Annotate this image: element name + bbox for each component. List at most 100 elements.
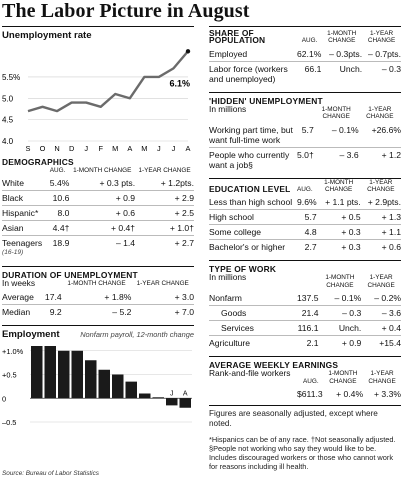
x-tick-label: J <box>157 144 161 153</box>
work-sub: In millions <box>209 272 247 283</box>
bar <box>179 398 191 408</box>
bar <box>98 369 110 399</box>
table-row: Black 10.6 + 0.9 + 2.9 <box>2 190 194 207</box>
bar <box>112 374 124 399</box>
source-note: Source: Bureau of Labor Statistics <box>2 470 99 477</box>
col-aug: AUG. <box>297 177 317 196</box>
table-row: Less than high school 9.6% + 1.1 pts. + … <box>209 195 401 211</box>
table-row: Labor force (workers and unemployed) 66.… <box>209 61 401 86</box>
cell-1-month: – 3.6 <box>339 149 359 160</box>
row-label: Bachelor's or higher <box>209 242 286 253</box>
cell-1-year: + 2.9pts. <box>360 195 401 211</box>
row-label: Average <box>2 289 42 305</box>
cell-1-year: +15.4 <box>379 338 401 349</box>
earnings-table: Rank-and-file workers AUG. 1-MONTH CHANG… <box>209 368 401 401</box>
cell-aug: 4.4† <box>47 220 70 237</box>
bar <box>71 350 83 399</box>
duration-heading: DURATION OF UNEMPLOYMENT <box>2 266 194 280</box>
x-tick-label: M <box>142 402 148 409</box>
x-tick-label: A <box>186 144 191 153</box>
cell-1-month: – 0.1% <box>313 122 359 148</box>
row-label: Services <box>209 320 297 337</box>
bar <box>139 393 151 399</box>
work-heading: TYPE OF WORK <box>209 260 401 274</box>
col-1-month: 1-MONTH CHANGE <box>67 280 126 288</box>
table-row: Hispanic* 8.0 + 0.6 + 2.5 <box>2 205 194 222</box>
cell-aug: 116.1 <box>297 320 319 337</box>
cell-aug: 137.5 <box>297 291 319 307</box>
table-row: Average 17.4 + 1.8% + 3.0 <box>2 289 194 305</box>
table-row: Employed 62.1% – 0.3pts. – 0.7pts. <box>209 46 401 62</box>
cell-aug: 5.7 <box>297 122 314 148</box>
table-row: Nonfarm 137.5 – 0.1% – 0.2% <box>209 291 401 307</box>
footnotes: Figures are seasonally adjusted, except … <box>209 405 401 471</box>
x-tick-label: D <box>69 144 74 153</box>
cell-1-year: + 1.3 <box>360 209 401 226</box>
table-row: Asian 4.4† + 0.4† + 1.0† <box>2 220 194 237</box>
col-1-month: 1-MONTH CHANGE <box>316 177 361 196</box>
row-label-text: Teenagers <box>2 238 43 249</box>
x-tick-label: S <box>34 402 39 409</box>
cell-1-month: + 0.3 <box>341 242 361 253</box>
row-label: Hispanic* <box>2 205 48 222</box>
data-point <box>185 49 191 54</box>
table-row: Agriculture 2.1 + 0.9 +15.4 <box>209 336 401 351</box>
work-table: In millions 1-MONTH CHANGE 1-YEAR CHANGE… <box>209 272 401 351</box>
table-row: Goods 21.4 – 0.3 – 3.6 <box>209 305 401 322</box>
col-1-year: 1-YEAR CHANGE <box>367 274 395 289</box>
table-row: Services 116.1 Unch. + 0.4 <box>209 320 401 337</box>
row-label: Working part time, but want full-time wo… <box>209 122 297 148</box>
col-1-year: 1-YEAR CHANGE <box>138 167 191 174</box>
x-tick-label: J <box>157 402 161 409</box>
cell-1-month: – 0.3pts. <box>321 46 363 62</box>
cell-1-month: + 0.3 <box>316 224 361 241</box>
symbols-note: *Hispanics can be of any race. †Not seas… <box>209 435 396 472</box>
cell-1-month: + 0.4% <box>336 389 364 400</box>
y-tick-label: 5.0 <box>2 94 14 103</box>
x-tick-label: N <box>54 144 59 153</box>
cell-1-year: + 3.3% <box>374 389 401 400</box>
demographics-heading: DEMOGRAPHICS <box>2 157 74 167</box>
cell-1-year: + 1.2pts. <box>135 176 194 192</box>
unemployment-line <box>27 50 189 113</box>
x-tick-label: J <box>84 144 88 153</box>
cell-1-month: + 0.9 <box>341 338 362 349</box>
col-1-year: 1-YEAR CHANGE <box>136 280 189 288</box>
row-label: Black <box>2 190 48 207</box>
cell-1-month: + 0.5 <box>316 209 361 226</box>
row-label: Less than high school <box>209 195 297 211</box>
x-tick-label: N <box>61 402 66 409</box>
earnings-sub: Rank-and-file workers <box>209 368 291 379</box>
cell-1-year: + 1.0† <box>135 220 194 237</box>
row-label: Teenagers (16-19) <box>2 236 47 261</box>
row-label: White <box>2 176 48 192</box>
col-aug: AUG. <box>49 167 66 174</box>
bar <box>58 350 70 399</box>
y-tick-label: 4.0 <box>2 137 14 146</box>
cell-aug: 66.1 <box>304 63 322 74</box>
table-row: White 5.4% + 0.3 pts. + 1.2pts. <box>2 176 194 192</box>
cell-1-month: – 0.3 <box>318 305 362 322</box>
unemployment-rate-chart: 4.04.55.05.5%S O N D J F M A M J J A6.1% <box>2 49 191 153</box>
cell-aug: 17.4 <box>41 289 62 305</box>
share-table: SHARE OF POPULATION AUG. 1-MONTH CHANGE … <box>209 25 401 86</box>
y-tick-label: –0.5 <box>2 418 16 427</box>
bar <box>31 345 43 399</box>
col-1-year: 1-YEAR CHANGE <box>366 105 394 121</box>
y-tick-label: +1.0% <box>2 347 24 356</box>
cell-1-month: + 0.6 <box>69 205 136 222</box>
col-1-year: 1-YEAR CHANGE <box>360 177 401 196</box>
cell-aug: 21.4 <box>297 305 319 322</box>
table-row: Some college 4.8 + 0.3 + 1.1 <box>209 224 401 241</box>
x-tick-label: F <box>98 144 103 153</box>
seasonal-note: Figures are seasonally adjusted, except … <box>209 409 378 429</box>
col-1-month: 1-MONTH CHANGE <box>321 25 363 47</box>
row-label: Nonfarm <box>209 291 297 307</box>
cell-1-year: – 0.3 <box>381 63 401 74</box>
cell-aug: 2.7 <box>304 242 317 253</box>
cell-1-year: – 3.6 <box>361 305 401 322</box>
row-label: Agriculture <box>209 338 251 349</box>
callout-label: 6.1% <box>169 78 190 88</box>
y-tick-label: +0.5 <box>2 370 17 379</box>
x-tick-label: J <box>170 390 174 397</box>
